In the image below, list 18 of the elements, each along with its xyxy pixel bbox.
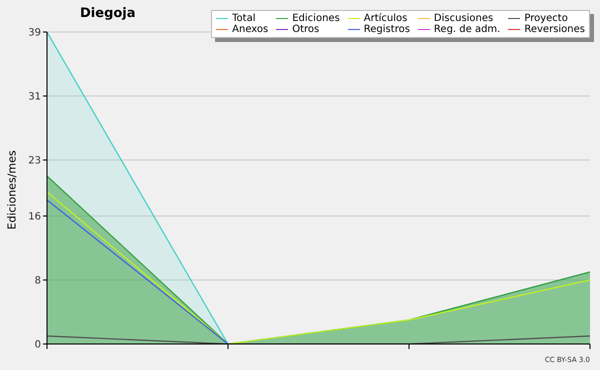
- y-tick-label: 16: [28, 212, 41, 223]
- legend-label: Discusiones: [434, 13, 494, 24]
- y-tick-label: 8: [34, 276, 41, 287]
- legend-label: Ediciones: [292, 13, 340, 24]
- legend-label: Anexos: [232, 24, 268, 35]
- y-tick-label: 0: [34, 340, 41, 351]
- y-tick-label: 31: [28, 92, 41, 103]
- y-tick-label: 23: [28, 156, 41, 167]
- legend-label: Registros: [364, 24, 410, 35]
- legend-label: Otros: [292, 24, 320, 35]
- legend-label: Reg. de adm.: [434, 24, 500, 35]
- legend-label: Proyecto: [524, 13, 568, 24]
- legend-label: Reversiones: [524, 24, 585, 35]
- legend-label: Total: [232, 13, 256, 24]
- y-tick-label: 39: [28, 28, 41, 39]
- y-axis-title: Ediciones/mes: [6, 150, 18, 230]
- chart-title: Diegoja: [80, 6, 136, 21]
- legend-label: Artículos: [364, 13, 408, 24]
